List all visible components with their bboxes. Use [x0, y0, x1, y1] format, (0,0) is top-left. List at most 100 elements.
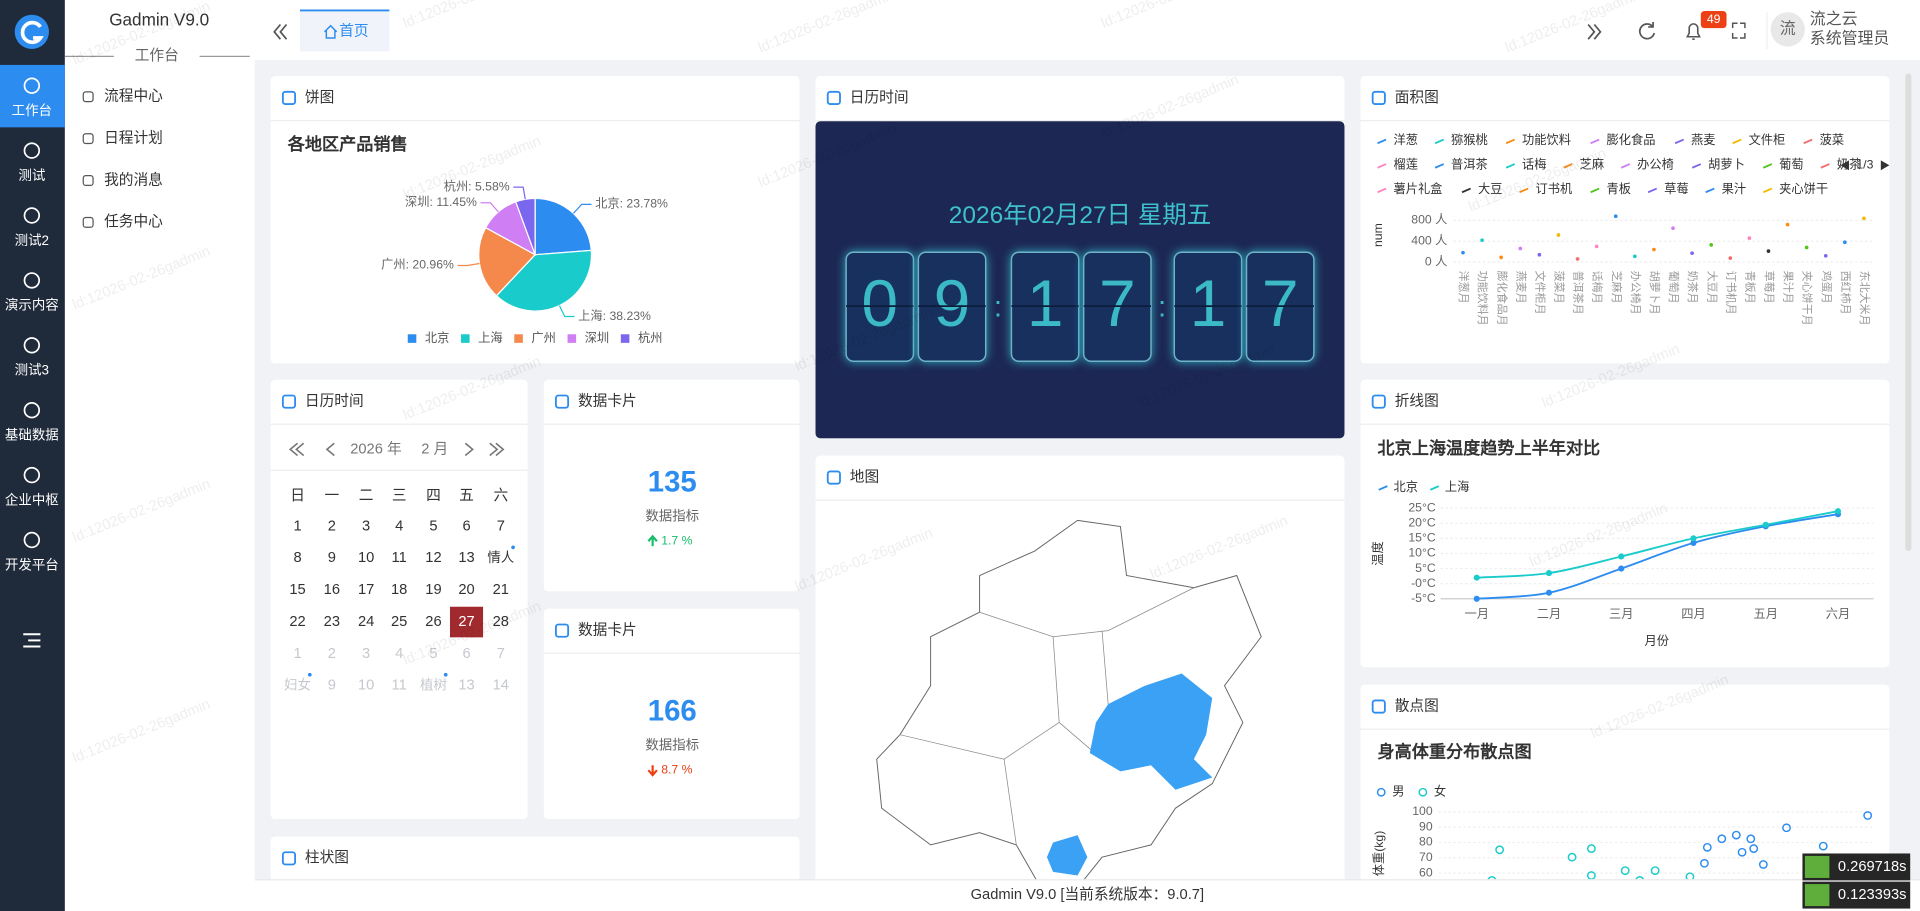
calendar-day[interactable]: 10	[358, 550, 374, 566]
menu-item[interactable]: 日程计划	[104, 129, 163, 146]
scrollbar[interactable]	[1905, 73, 1912, 552]
legend-label[interactable]: 北京	[425, 331, 449, 345]
bell-icon[interactable]	[1686, 23, 1701, 40]
calendar-nav[interactable]	[295, 442, 305, 457]
calendar-day[interactable]: 27	[458, 614, 474, 630]
calendar-day[interactable]: 7	[497, 518, 505, 534]
tab-next[interactable]	[1593, 23, 1602, 40]
tab-label[interactable]: 首页	[339, 23, 368, 40]
calendar-day[interactable]: 2	[328, 646, 336, 662]
calendar-day[interactable]: 3	[362, 518, 370, 534]
calendar-day[interactable]: 6	[462, 518, 470, 534]
calendar-nav[interactable]	[325, 442, 335, 457]
legend-label[interactable]: 功能饮料	[1522, 133, 1571, 147]
legend-label[interactable]: 大豆	[1478, 182, 1502, 196]
calendar-day[interactable]: 20	[458, 582, 474, 598]
tab[interactable]	[300, 9, 390, 52]
calendar-day[interactable]: 1	[293, 646, 301, 662]
calendar-day[interactable]: 26	[425, 614, 441, 630]
calendar-nav[interactable]	[495, 442, 505, 457]
legend-label[interactable]: 上海	[1445, 479, 1469, 494]
calendar-nav[interactable]	[464, 442, 474, 457]
calendar-day[interactable]: 13	[458, 678, 474, 694]
legend-prev[interactable]	[1840, 160, 1849, 171]
legend-label[interactable]: 芝麻	[1580, 157, 1604, 172]
calendar-day[interactable]: 7	[497, 646, 505, 662]
calendar-day[interactable]: 3	[362, 646, 370, 662]
calendar-day[interactable]: 24	[358, 614, 374, 630]
legend-label[interactable]: 文件柜	[1749, 132, 1786, 147]
legend-label[interactable]: 薯片礼盒	[1393, 181, 1442, 196]
nav-label[interactable]: 企业中枢	[5, 491, 59, 507]
calendar-day[interactable]: 5	[429, 646, 437, 662]
collapse-icon[interactable]	[273, 23, 282, 40]
legend-label[interactable]: 猕猴桃	[1451, 132, 1488, 147]
nav-label[interactable]: 工作台	[12, 103, 52, 118]
legend-label[interactable]: 夹心饼干	[1779, 182, 1828, 196]
user-name[interactable]: 流之云	[1810, 10, 1858, 28]
calendar-day[interactable]: 25	[391, 614, 407, 630]
legend-label[interactable]: 菠菜	[1820, 133, 1844, 147]
calendar-day[interactable]: 4	[395, 518, 403, 534]
calendar-day[interactable]: 15	[289, 582, 305, 598]
calendar-day[interactable]: 28	[493, 614, 509, 630]
calendar-day[interactable]: 8	[293, 550, 301, 566]
tab-next[interactable]	[1587, 23, 1596, 40]
calendar-year[interactable]: 2026 年	[350, 440, 402, 457]
calendar-day[interactable]: 11	[392, 678, 407, 694]
legend-label[interactable]: 话梅	[1522, 157, 1546, 172]
calendar-nav[interactable]	[288, 442, 299, 457]
legend-label[interactable]: 办公椅	[1637, 157, 1674, 172]
calendar-day[interactable]: 14	[493, 678, 509, 694]
legend-label[interactable]: 燕麦	[1691, 133, 1715, 147]
calendar-nav[interactable]	[489, 442, 499, 457]
nav-label[interactable]: 演示内容	[5, 297, 59, 313]
legend-label[interactable]: 草莓	[1664, 182, 1688, 196]
nav-label[interactable]: 测试	[18, 168, 45, 183]
calendar-day[interactable]: 17	[358, 582, 374, 598]
calendar-day[interactable]: 19	[425, 582, 441, 598]
refresh-icon[interactable]	[1638, 22, 1656, 40]
calendar-day[interactable]: 6	[462, 646, 470, 662]
legend-label[interactable]: 膨化食品	[1607, 132, 1656, 147]
menu-toggle[interactable]	[23, 633, 41, 648]
calendar-day[interactable]: 12	[425, 550, 441, 566]
calendar-day[interactable]: 10	[358, 678, 374, 694]
legend-label[interactable]: 葡萄	[1779, 158, 1803, 172]
legend-label[interactable]: 杭州	[638, 330, 662, 345]
calendar-day[interactable]: 情人	[487, 550, 514, 565]
calendar-day[interactable]: 5	[429, 518, 437, 534]
legend-next[interactable]	[1880, 160, 1890, 171]
legend-label[interactable]: 青板	[1607, 182, 1631, 196]
legend-label[interactable]: 男	[1392, 784, 1404, 798]
calendar-day[interactable]: 2	[328, 518, 336, 534]
legend-label[interactable]: 广州	[531, 331, 555, 345]
legend-label[interactable]: 胡萝卜	[1708, 158, 1745, 172]
calendar-day[interactable]: 植树	[420, 677, 447, 692]
nav-label[interactable]: 测试3	[15, 363, 49, 378]
fullscreen-icon[interactable]	[1731, 22, 1746, 39]
menu-item[interactable]: 任务中心	[104, 213, 163, 230]
calendar-day[interactable]: 1	[293, 518, 301, 534]
legend-label[interactable]: 普洱茶	[1451, 157, 1488, 172]
menu-item[interactable]: 流程中心	[104, 88, 163, 105]
collapse-icon[interactable]	[279, 23, 288, 40]
nav-label[interactable]: 开发平台	[5, 557, 59, 572]
calendar-day[interactable]: 22	[289, 614, 305, 630]
nav-label[interactable]: 基础数据	[5, 426, 59, 442]
calendar-day[interactable]: 11	[392, 550, 407, 566]
calendar-day[interactable]: 13	[458, 550, 474, 566]
legend-label[interactable]: 榴莲	[1393, 158, 1417, 172]
avatar[interactable]	[1770, 12, 1805, 47]
legend-label[interactable]: 果汁	[1722, 182, 1746, 196]
legend-label[interactable]: 上海	[478, 330, 502, 345]
calendar-day[interactable]: 21	[493, 582, 509, 598]
calendar-day[interactable]: 9	[328, 550, 336, 566]
legend-label[interactable]: 北京	[1393, 480, 1417, 494]
calendar-day[interactable]: 23	[324, 614, 340, 630]
nav-label[interactable]: 测试2	[15, 233, 49, 248]
menu-item[interactable]: 我的消息	[104, 171, 163, 188]
legend-label[interactable]: 洋葱	[1393, 132, 1417, 147]
calendar-day[interactable]: 16	[324, 582, 340, 598]
calendar-day[interactable]: 18	[391, 582, 407, 598]
